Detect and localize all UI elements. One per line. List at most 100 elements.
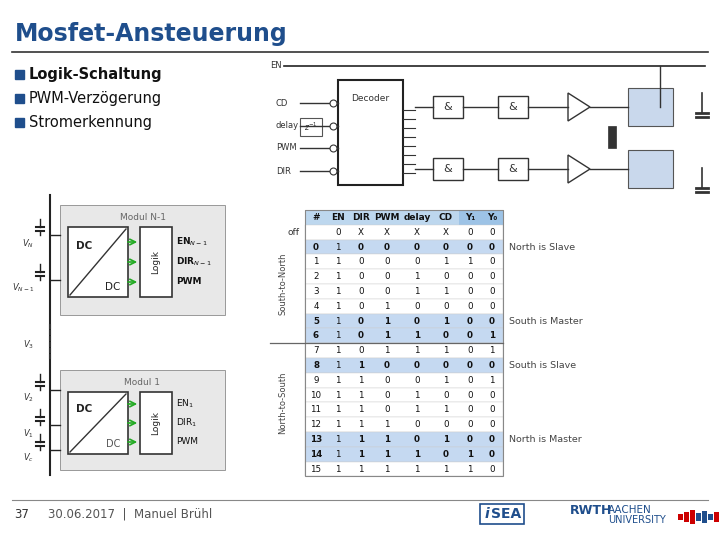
Bar [15,70,24,79]
Text: South is Slave: South is Slave [509,361,576,370]
Text: Y₁: Y₁ [465,213,475,222]
Bar [68,227,128,297]
Text: CD: CD [276,98,289,107]
Text: 0: 0 [444,302,449,310]
Text: 0: 0 [467,287,473,296]
Text: 0: 0 [467,390,473,400]
Text: DIR: DIR [276,166,291,176]
Text: 0: 0 [414,435,420,444]
Text: 1: 1 [336,287,341,296]
Text: 1: 1 [384,450,390,458]
Text: North is Master: North is Master [509,435,582,444]
Text: Modul N-1: Modul N-1 [120,213,166,222]
Text: DC: DC [106,439,120,449]
Text: 0: 0 [489,435,495,444]
Text: 0: 0 [467,332,473,340]
Text: 1: 1 [414,406,420,414]
Text: 1: 1 [359,390,364,400]
Text: 4: 4 [313,302,319,310]
Text: 1: 1 [384,316,390,326]
Text: 0: 0 [489,228,495,237]
Text: $z^{-1}$: $z^{-1}$ [304,121,318,133]
Text: 1: 1 [336,257,341,266]
Text: 12: 12 [310,420,322,429]
Text: 1: 1 [414,346,420,355]
Text: 0: 0 [414,302,420,310]
Bar [696,513,701,521]
Text: 0: 0 [358,332,364,340]
Text: 0: 0 [358,287,364,296]
Text: 1: 1 [359,376,364,384]
Bar [305,462,503,476]
Text: 1: 1 [384,464,390,474]
Text: 1: 1 [384,332,390,340]
Text: 1: 1 [336,361,341,370]
FancyBboxPatch shape [60,370,225,470]
Text: 0: 0 [467,435,473,444]
Text: 0: 0 [489,302,495,310]
Text: X: X [414,228,420,237]
Text: Decoder: Decoder [351,94,390,103]
Text: 1: 1 [384,346,390,355]
Polygon shape [568,93,590,121]
Text: North is Slave: North is Slave [509,242,575,252]
Bar [15,118,24,127]
Bar [305,373,503,388]
Text: 5: 5 [313,316,319,326]
Text: 0: 0 [358,257,364,266]
Text: 0: 0 [443,361,449,370]
Text: 1: 1 [336,450,341,458]
Text: 1: 1 [336,242,341,252]
Bar [628,150,673,188]
Text: 1: 1 [414,464,420,474]
Text: RWTH: RWTH [570,503,613,516]
Text: 1: 1 [336,406,341,414]
Text: PWM: PWM [374,213,400,222]
Text: Y₀: Y₀ [487,213,497,222]
Text: 1: 1 [384,302,390,310]
Text: 0: 0 [444,390,449,400]
Text: delay: delay [276,122,299,131]
Text: 0: 0 [414,361,420,370]
Text: DC: DC [76,241,92,251]
Bar [433,158,463,180]
Text: 0: 0 [384,287,390,296]
Bar [68,392,128,454]
Text: #: # [312,213,320,222]
Bar [305,417,503,432]
Bar [433,96,463,118]
Text: CD: CD [439,213,453,222]
Text: 1: 1 [359,406,364,414]
Text: 1: 1 [336,316,341,326]
Bar [498,96,528,118]
Text: 1: 1 [336,302,341,310]
Text: 0: 0 [414,257,420,266]
Text: 0: 0 [384,257,390,266]
Text: 0: 0 [443,332,449,340]
Text: X: X [384,228,390,237]
Text: 1: 1 [384,420,390,429]
Text: North-to-South: North-to-South [279,371,287,434]
Text: 1: 1 [358,450,364,458]
Bar [608,126,616,148]
Text: 1: 1 [336,332,341,340]
Text: 0: 0 [384,242,390,252]
Text: 1: 1 [467,257,473,266]
Text: DIR: DIR [352,213,370,222]
Text: 0: 0 [414,316,420,326]
Text: 0: 0 [489,287,495,296]
Text: 1: 1 [359,420,364,429]
Text: 0: 0 [358,316,364,326]
Text: 0: 0 [358,346,364,355]
Text: 0: 0 [467,272,473,281]
Bar [140,392,172,454]
Text: 1: 1 [443,435,449,444]
Text: South-to-North: South-to-North [279,253,287,315]
Text: 0: 0 [467,420,473,429]
Text: 1: 1 [358,361,364,370]
Text: 7: 7 [313,346,319,355]
Text: $V_N$: $V_N$ [22,237,34,249]
Bar [305,210,503,225]
Text: 2: 2 [313,272,319,281]
Text: 1: 1 [444,257,449,266]
